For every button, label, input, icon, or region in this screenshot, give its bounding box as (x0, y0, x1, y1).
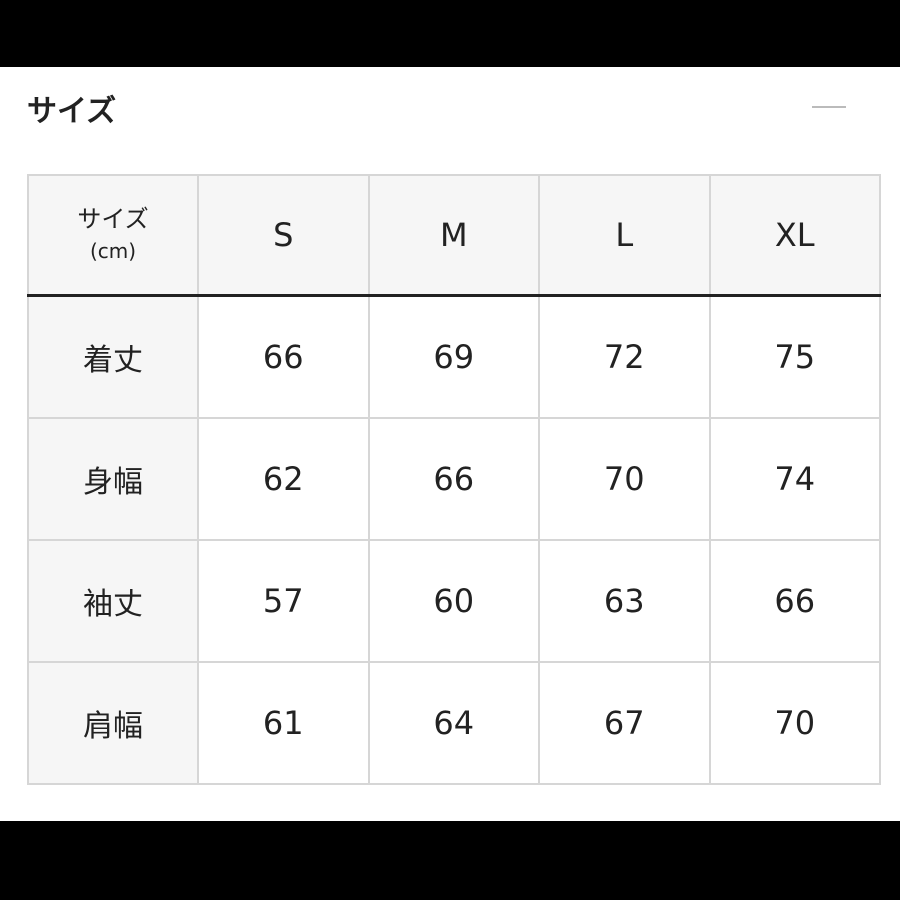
table-row: 着丈 66 69 72 75 (27, 294, 881, 419)
table-cell: 70 (708, 660, 881, 785)
table-cell: 70 (538, 416, 711, 541)
column-header: M (367, 174, 540, 297)
corner-unit: (cm) (89, 239, 137, 263)
table-row: 袖丈 57 60 63 66 (27, 538, 881, 663)
table-cell: 66 (708, 538, 881, 663)
minus-icon (812, 106, 846, 108)
corner-cell: サイズ (cm) (27, 174, 199, 297)
table-cell: 63 (538, 538, 711, 663)
section-title: サイズ (27, 94, 117, 129)
table-row: 肩幅 61 64 67 70 (27, 660, 881, 785)
bottom-black-bar (0, 821, 900, 900)
table-cell: 61 (197, 660, 370, 785)
size-table: サイズ (cm) S M L XL 着丈 66 69 72 75 身幅 62 66 70 74 袖丈… (27, 174, 881, 785)
column-header: S (197, 174, 370, 297)
row-label: 袖丈 (27, 538, 199, 663)
top-black-bar (0, 0, 900, 67)
table-cell: 72 (538, 294, 711, 419)
corner-label: サイズ (77, 205, 149, 233)
table-cell: 75 (708, 294, 881, 419)
table-cell: 74 (708, 416, 881, 541)
table-cell: 62 (197, 416, 370, 541)
row-label: 着丈 (27, 294, 199, 419)
table-cell: 69 (367, 294, 540, 419)
header-row: サイズ (cm) S M L XL (27, 174, 881, 297)
row-label: 身幅 (27, 416, 199, 541)
collapse-button[interactable] (810, 98, 848, 116)
row-label: 肩幅 (27, 660, 199, 785)
table-cell: 67 (538, 660, 711, 785)
column-header: L (538, 174, 711, 297)
table-cell: 57 (197, 538, 370, 663)
table-cell: 60 (367, 538, 540, 663)
table-cell: 64 (367, 660, 540, 785)
table-cell: 66 (367, 416, 540, 541)
table-cell: 66 (197, 294, 370, 419)
column-header: XL (708, 174, 881, 297)
table-row: 身幅 62 66 70 74 (27, 416, 881, 541)
